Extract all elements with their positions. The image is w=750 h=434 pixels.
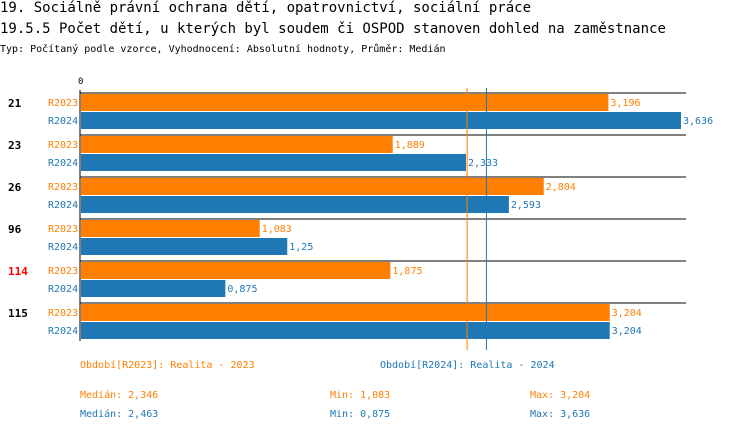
legend-2024-median: Medián: 2,463 bbox=[80, 409, 159, 420]
bar bbox=[81, 238, 288, 255]
series-label: R2024 bbox=[48, 200, 78, 211]
bar-value-label: 1,083 bbox=[262, 224, 292, 235]
legend-2023-min: Min: 1,083 bbox=[330, 390, 391, 401]
series-label: R2024 bbox=[48, 116, 78, 127]
series-label: R2024 bbox=[48, 284, 78, 295]
category-label: 23 bbox=[8, 139, 21, 152]
bar bbox=[81, 262, 391, 279]
axis-zero-label: 0 bbox=[78, 77, 83, 87]
bar bbox=[81, 196, 509, 213]
chart-subtitle: 19.5.5 Počet dětí, u kterých byl soudem … bbox=[0, 21, 666, 37]
bar-value-label: 3,636 bbox=[683, 116, 713, 127]
category-label: 96 bbox=[8, 223, 22, 236]
series-label: R2023 bbox=[48, 140, 78, 151]
bar-value-label: 2,333 bbox=[468, 158, 498, 169]
bar-value-label: 1,25 bbox=[289, 242, 313, 253]
bar-value-label: 3,196 bbox=[610, 98, 640, 109]
bar-value-label: 0,875 bbox=[227, 284, 257, 295]
bar-value-label: 3,204 bbox=[612, 308, 642, 319]
bar bbox=[81, 304, 610, 321]
series-label: R2023 bbox=[48, 224, 78, 235]
legend-2024-min: Min: 0,875 bbox=[330, 409, 391, 420]
bar bbox=[81, 94, 609, 111]
bar bbox=[81, 322, 610, 339]
series-label: R2023 bbox=[48, 266, 78, 277]
legend-2024-period: Období[R2024]: Realita - 2024 bbox=[380, 360, 555, 371]
bar bbox=[81, 136, 393, 153]
bar-value-label: 1,889 bbox=[395, 140, 425, 151]
series-label: R2023 bbox=[48, 98, 78, 109]
series-label: R2023 bbox=[48, 308, 78, 319]
legend-2023-period: Období[R2023]: Realita - 2023 bbox=[80, 360, 255, 371]
series-label: R2024 bbox=[48, 158, 78, 169]
series-label: R2024 bbox=[48, 326, 78, 337]
legend-2023-median: Medián: 2,346 bbox=[80, 390, 159, 401]
bar bbox=[81, 220, 260, 237]
bar bbox=[81, 154, 466, 171]
category-label: 115 bbox=[8, 307, 28, 320]
bar-value-label: 1,875 bbox=[392, 266, 422, 277]
legend-2023-max: Max: 3,204 bbox=[530, 390, 591, 401]
series-label: R2024 bbox=[48, 242, 78, 253]
category-label: 21 bbox=[8, 97, 22, 110]
bar-value-label: 2,593 bbox=[511, 200, 541, 211]
bar bbox=[81, 178, 544, 195]
chart-meta: Typ: Počítaný podle vzorce, Vyhodnocení:… bbox=[0, 44, 446, 55]
bar-value-label: 2,804 bbox=[546, 182, 576, 193]
bar bbox=[81, 112, 681, 129]
bar-chart: 0 21 R2023 3,196 R2024 3,636 23 R2023 1,889 R2024… bbox=[8, 77, 713, 350]
bar bbox=[81, 280, 226, 297]
bar-value-label: 3,204 bbox=[612, 326, 642, 337]
category-label: 26 bbox=[8, 181, 22, 194]
series-label: R2023 bbox=[48, 182, 78, 193]
category-label: 114 bbox=[8, 265, 28, 278]
legend-2024-max: Max: 3,636 bbox=[530, 409, 591, 420]
chart-title: 19. Sociálně právní ochrana dětí, opatro… bbox=[0, 0, 532, 16]
